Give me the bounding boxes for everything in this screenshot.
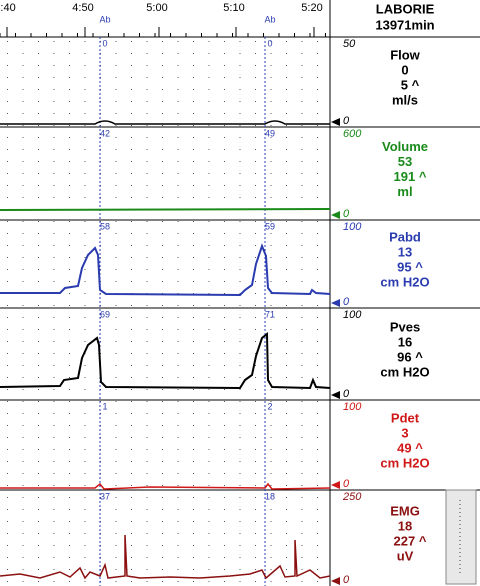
cursor-value: 0 xyxy=(267,38,272,48)
readout-unit: ml xyxy=(397,184,412,199)
readout-value2: 5 ^ xyxy=(401,77,420,92)
zero-arrow xyxy=(331,118,340,126)
scale-min: 0 xyxy=(343,478,350,490)
pdet-trace xyxy=(0,482,331,490)
zero-arrow xyxy=(331,211,340,219)
emg-trace xyxy=(0,534,331,580)
readout-value1: 16 xyxy=(398,334,412,349)
time-label: 4:40 xyxy=(0,2,16,14)
readout-value1: 18 xyxy=(398,518,412,533)
cursor-value: 58 xyxy=(100,221,110,231)
scale-max: 100 xyxy=(343,401,362,413)
cursor-value: 69 xyxy=(100,309,110,319)
readout-unit: ml/s xyxy=(392,92,418,107)
scale-min: 0 xyxy=(343,296,350,308)
zero-arrow xyxy=(331,391,340,399)
header-time: 13971min xyxy=(375,17,434,32)
scale-min: 0 xyxy=(343,208,350,220)
cursor-value: 18 xyxy=(265,491,275,501)
readout-value2: 227 ^ xyxy=(394,533,427,548)
cursor-value: 0 xyxy=(102,38,107,48)
readout-name: EMG xyxy=(390,503,420,518)
scale-min: 0 xyxy=(343,574,350,586)
scale-max: 250 xyxy=(342,491,362,503)
readout-name: Volume xyxy=(382,139,428,154)
readout-unit: cm H2O xyxy=(380,364,429,379)
zero-arrow xyxy=(331,481,340,489)
readout-unit: uV xyxy=(397,548,414,563)
zero-arrow xyxy=(331,577,340,585)
scale-min: 0 xyxy=(343,115,350,127)
readout-value1: 3 xyxy=(401,425,408,440)
readout-name: Pves xyxy=(390,319,420,334)
readout-value2: 96 ^ xyxy=(397,349,423,364)
readout-value1: 0 xyxy=(401,62,408,77)
readout-value2: 95 ^ xyxy=(397,259,423,274)
scale-max: 100 xyxy=(343,309,362,321)
cursor-value: 1 xyxy=(102,401,107,411)
pabd-trace xyxy=(0,243,331,297)
cursor-value: 59 xyxy=(265,221,275,231)
event-marker: Ab xyxy=(264,14,275,24)
time-label: 5:00 xyxy=(146,2,167,14)
time-label: 4:50 xyxy=(72,2,93,14)
flow-trace xyxy=(0,120,330,125)
pves-trace xyxy=(0,331,331,390)
scale-max: 600 xyxy=(343,128,362,140)
cursor-value: 37 xyxy=(100,491,110,501)
readout-name: Pabd xyxy=(389,229,421,244)
readout-value1: 53 xyxy=(398,154,412,169)
emg-gauge xyxy=(445,489,477,585)
time-label: 5:10 xyxy=(223,2,244,14)
readout-unit: cm H2O xyxy=(380,274,429,289)
cursor-value: 71 xyxy=(265,309,275,319)
volume-trace xyxy=(0,208,331,211)
grid xyxy=(0,37,330,586)
readout-name: Flow xyxy=(390,47,420,62)
event-marker: Ab xyxy=(99,14,110,24)
zero-arrow xyxy=(331,299,340,307)
time-label: 5:20 xyxy=(301,2,322,14)
readout-value1: 13 xyxy=(398,244,412,259)
cursor-value: 42 xyxy=(100,128,110,138)
scale-max: 100 xyxy=(343,221,362,233)
readout-name: Pdet xyxy=(391,410,420,425)
scale-max: 50 xyxy=(343,38,356,50)
header-title: LABORIE xyxy=(376,1,435,16)
readout-value2: 191 ^ xyxy=(394,169,427,184)
readout-unit: cm H2O xyxy=(380,455,429,470)
readout-value2: 49 ^ xyxy=(397,440,423,455)
cursor-value: 2 xyxy=(267,401,272,411)
cursor-value: 49 xyxy=(265,128,275,138)
scale-min: 0 xyxy=(343,388,350,400)
